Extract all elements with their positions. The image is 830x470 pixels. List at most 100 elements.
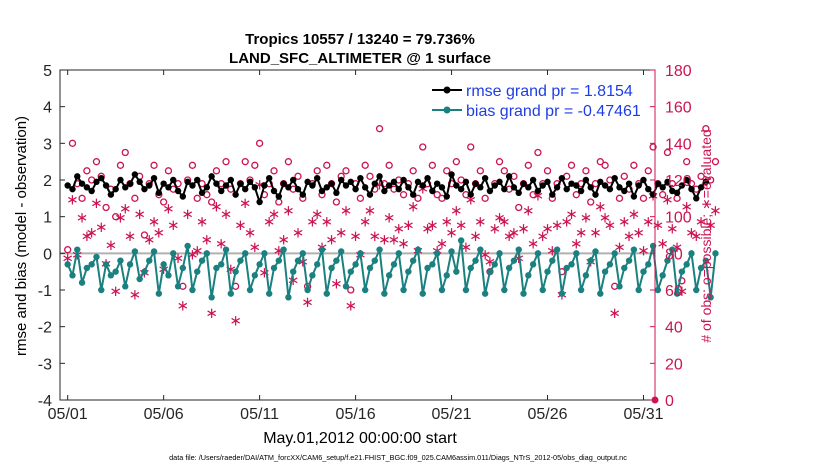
obs-evaluated-point: ∗: [541, 221, 554, 238]
obs-evaluated-point: ∗: [340, 202, 353, 219]
y-right-tick-label: 40: [665, 320, 683, 337]
rmse-point: [304, 178, 311, 186]
obs-evaluated-point: ∗: [455, 217, 468, 234]
obs-possible-point: [452, 158, 460, 166]
rmse-point: [630, 193, 638, 200]
bias-point: [683, 261, 690, 268]
rmse-point: [549, 191, 556, 198]
obs-evaluated-point: ∗: [90, 195, 103, 212]
obs-possible-point: [294, 172, 302, 180]
obs-possible-point: [270, 167, 278, 175]
y-right-tick-label: 100: [665, 210, 692, 227]
y-left-tick-label: 3: [43, 136, 52, 153]
obs-evaluated-point: ∗: [608, 305, 621, 322]
obs-evaluated-point: ∗: [148, 213, 161, 230]
bias-point: [189, 286, 196, 294]
obs-possible-point: [414, 194, 422, 202]
bias-point: [486, 268, 494, 275]
obs-evaluated-point: ∗: [628, 206, 641, 223]
rmse-point: [414, 178, 422, 186]
rmse-point: [266, 174, 273, 182]
obs-evaluated-point: ∗: [349, 228, 362, 245]
obs-evaluated-point: ∗: [436, 235, 449, 252]
obs-possible-point: [361, 161, 369, 169]
bias-point: [333, 257, 340, 264]
bias-point: [693, 286, 700, 294]
obs-possible-point: [64, 246, 72, 254]
rmse-point: [525, 184, 532, 191]
rmse-point: [534, 187, 542, 195]
legend-marker: [443, 106, 451, 114]
bias-point: [174, 283, 182, 290]
rmse-point: [337, 176, 345, 184]
obs-possible-point: [702, 125, 710, 133]
obs-possible-point: [567, 161, 576, 169]
bias-point: [194, 268, 201, 275]
rmse-point: [347, 178, 354, 186]
obs-evaluated-point: ∗: [66, 191, 79, 208]
rmse-point: [395, 185, 402, 193]
obs-possible-point: [659, 191, 667, 199]
obs-possible-point: [342, 167, 350, 175]
bias-point: [712, 250, 719, 257]
rmse-point: [568, 180, 575, 187]
bias-point: [645, 261, 652, 268]
bias-point: [697, 264, 705, 272]
rmse-point: [390, 178, 398, 186]
rmse-point: [64, 182, 71, 189]
y-right-tick-label: 0: [665, 393, 674, 410]
obs-evaluated-point: ∗: [268, 206, 281, 223]
obs-possible-point: [515, 203, 523, 212]
bias-point: [78, 279, 86, 286]
rmse-point: [83, 184, 91, 191]
bias-point: [669, 246, 676, 253]
obs-possible-point: [428, 161, 437, 169]
chart-title-line-2: LAND_SFC_ALTIMETER @ 1 surface: [229, 50, 491, 67]
obs-evaluated-point: ∗: [181, 206, 194, 223]
bias-point: [366, 264, 374, 272]
bias-point: [438, 286, 446, 294]
rmse-point: [366, 191, 374, 198]
legend-label: rmse grand pr = 1.8154: [466, 83, 633, 100]
bias-point: [122, 283, 129, 290]
obs-evaluated-point: ∗: [632, 224, 645, 241]
obs-evaluated-point: ∗: [416, 180, 429, 197]
obs-possible-point: [529, 191, 537, 199]
obs-possible-point: [385, 161, 393, 169]
rmse-point: [376, 173, 383, 180]
y-right-tick-label: 20: [665, 356, 683, 373]
obs-possible-point: [582, 167, 590, 175]
y-left-tick-label: 0: [43, 246, 52, 263]
chart-title-line-1: Tropics 10557 / 13240 = 79.736%: [245, 31, 475, 48]
rmse-point: [486, 187, 494, 195]
bias-point: [505, 264, 513, 272]
obs-possible-point: [212, 167, 221, 175]
bias-point: [395, 250, 402, 257]
obs-evaluated-point: ∗: [205, 305, 218, 322]
rmse-point: [625, 180, 633, 187]
rmse-point: [136, 178, 143, 186]
rmse-point: [189, 182, 196, 189]
obs-possible-point: [409, 167, 417, 175]
obs-evaluated-point: ∗: [445, 224, 458, 241]
obs-possible-point: [615, 194, 624, 202]
bias-point: [707, 294, 714, 301]
rmse-point: [472, 180, 479, 187]
rmse-point: [520, 180, 527, 187]
x-tick-label: 05/06: [144, 406, 184, 423]
rmse-point: [453, 182, 460, 189]
bias-point: [93, 253, 100, 261]
y-right-tick-label: 60: [665, 283, 683, 300]
obs-evaluated-point: ∗: [124, 228, 137, 245]
data-file-footer: data file: /Users/raeder/DAI/ATM_forcXX/…: [169, 453, 627, 462]
obs-evaluated-point: ∗: [503, 228, 516, 245]
obs-evaluated-point: ∗: [493, 210, 506, 227]
obs-evaluated-point: ∗: [85, 224, 98, 241]
bias-point: [213, 264, 220, 272]
obs-evaluated-point: ∗: [532, 188, 545, 205]
rmse-point: [577, 187, 585, 195]
obs-possible-point: [332, 198, 341, 206]
obs-evaluated-point: ∗: [426, 217, 439, 234]
rmse-point: [328, 180, 335, 187]
